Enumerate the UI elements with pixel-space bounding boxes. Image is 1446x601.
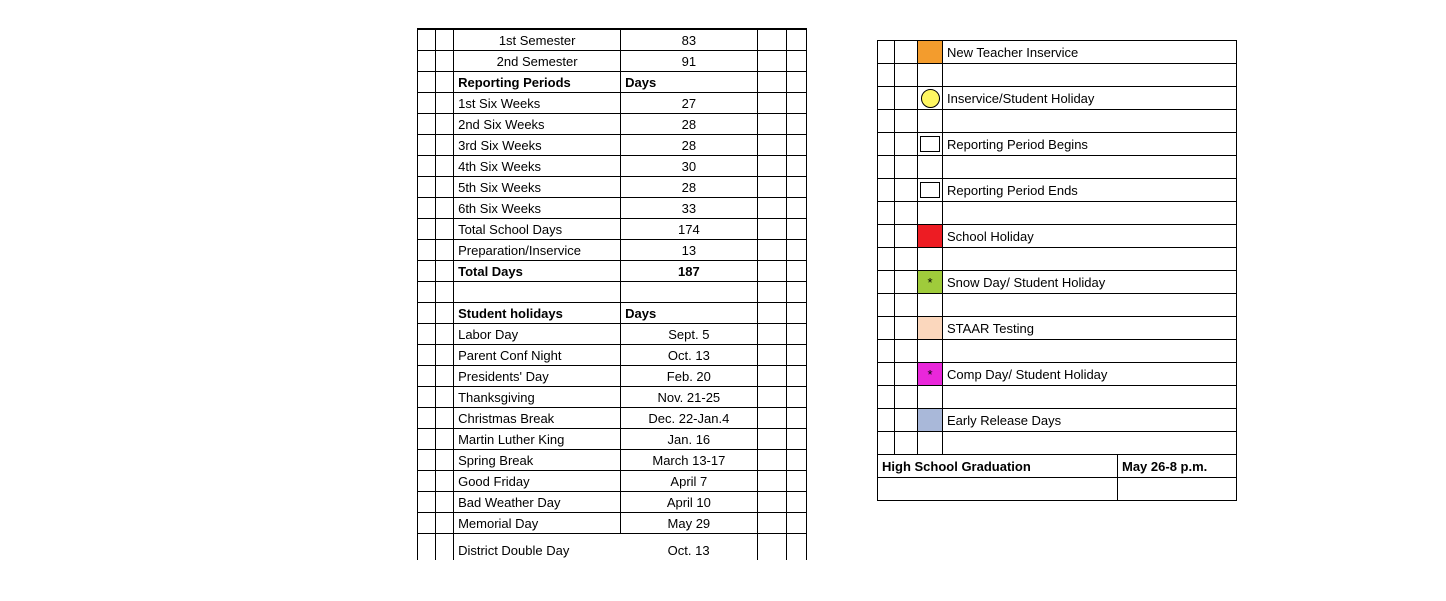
holiday-label: Bad Weather Day (454, 492, 621, 513)
holiday-value: Feb. 20 (621, 366, 757, 387)
schedule-table: 1st Semester 83 2nd Semester 91 Reportin… (417, 28, 807, 560)
holidays-header-days: Days (621, 303, 757, 324)
legend-swatch (918, 225, 943, 248)
rp-row-label: 3rd Six Weeks (454, 135, 621, 156)
rp-row-value: 13 (621, 240, 757, 261)
rp-row-label: Preparation/Inservice (454, 240, 621, 261)
legend-row: *Comp Day/ Student Holiday (878, 363, 1237, 386)
holiday-label: Thanksgiving (454, 387, 621, 408)
rp-row-label: 2nd Six Weeks (454, 114, 621, 135)
reporting-header-label: Reporting Periods (454, 72, 621, 93)
legend-row: School Holiday (878, 225, 1237, 248)
holiday-value: Nov. 21-25 (621, 387, 757, 408)
semester-2-value: 91 (621, 51, 757, 72)
holiday-label: Spring Break (454, 450, 621, 471)
holiday-label: Presidents' Day (454, 366, 621, 387)
legend-row: New Teacher Inservice (878, 41, 1237, 64)
rp-row-value: 27 (621, 93, 757, 114)
rp-row-value: 28 (621, 114, 757, 135)
legend-grid: New Teacher Inservice Inservice/Student H… (877, 40, 1237, 501)
legend-swatch: * (918, 271, 943, 294)
legend-swatch: * (918, 363, 943, 386)
holiday-label: Labor Day (454, 324, 621, 345)
holiday-value: April 10 (621, 492, 757, 513)
holiday-label: District Double Day (454, 534, 621, 561)
rp-row-value: 28 (621, 177, 757, 198)
holiday-label: Martin Luther King (454, 429, 621, 450)
holiday-value: Sept. 5 (621, 324, 757, 345)
legend-label: Reporting Period Ends (943, 179, 1237, 202)
legend-row: Reporting Period Begins (878, 133, 1237, 156)
rp-row-label: Total School Days (454, 219, 621, 240)
circle-icon (921, 89, 940, 108)
semester-2-label: 2nd Semester (454, 51, 621, 72)
holiday-label: Christmas Break (454, 408, 621, 429)
legend-label: School Holiday (943, 225, 1237, 248)
legend-row: Inservice/Student Holiday (878, 87, 1237, 110)
total-days-label: Total Days (454, 261, 621, 282)
rp-row-label: 6th Six Weeks (454, 198, 621, 219)
holiday-label: Memorial Day (454, 513, 621, 534)
holiday-label: Good Friday (454, 471, 621, 492)
schedule-grid: 1st Semester 83 2nd Semester 91 Reportin… (417, 28, 807, 560)
graduation-label: High School Graduation (878, 455, 1118, 478)
legend-table: New Teacher Inservice Inservice/Student H… (877, 40, 1237, 501)
holiday-value: Jan. 16 (621, 429, 757, 450)
legend-row: Early Release Days (878, 409, 1237, 432)
legend-row: *Snow Day/ Student Holiday (878, 271, 1237, 294)
legend-label: New Teacher Inservice (943, 41, 1237, 64)
legend-swatch (918, 409, 943, 432)
legend-swatch (918, 41, 943, 64)
legend-swatch (918, 179, 943, 202)
legend-label: Snow Day/ Student Holiday (943, 271, 1237, 294)
semester-1-label: 1st Semester (454, 29, 621, 51)
legend-label: STAAR Testing (943, 317, 1237, 340)
holidays-header-label: Student holidays (454, 303, 621, 324)
legend-swatch (918, 133, 943, 156)
rp-row-label: 1st Six Weeks (454, 93, 621, 114)
legend-label: Inservice/Student Holiday (943, 87, 1237, 110)
rp-row-label: 4th Six Weeks (454, 156, 621, 177)
holiday-value: May 29 (621, 513, 757, 534)
box-icon (920, 182, 940, 198)
holiday-value: March 13-17 (621, 450, 757, 471)
rp-row-value: 33 (621, 198, 757, 219)
holiday-value: Oct. 13 (621, 345, 757, 366)
legend-swatch (918, 87, 943, 110)
holiday-value: Oct. 13 (621, 534, 757, 561)
rp-row-value: 30 (621, 156, 757, 177)
holiday-value: Dec. 22-Jan.4 (621, 408, 757, 429)
holiday-label: Parent Conf Night (454, 345, 621, 366)
legend-label: Early Release Days (943, 409, 1237, 432)
reporting-header-days: Days (621, 72, 757, 93)
rp-row-label: 5th Six Weeks (454, 177, 621, 198)
box-icon (920, 136, 940, 152)
total-days-value: 187 (621, 261, 757, 282)
semester-1-value: 83 (621, 29, 757, 51)
legend-label: Comp Day/ Student Holiday (943, 363, 1237, 386)
graduation-row: High School GraduationMay 26-8 p.m. (878, 455, 1237, 478)
legend-row: Reporting Period Ends (878, 179, 1237, 202)
legend-swatch (918, 317, 943, 340)
legend-row: STAAR Testing (878, 317, 1237, 340)
graduation-value: May 26-8 p.m. (1118, 455, 1237, 478)
rp-row-value: 174 (621, 219, 757, 240)
legend-label: Reporting Period Begins (943, 133, 1237, 156)
rp-row-value: 28 (621, 135, 757, 156)
holiday-value: April 7 (621, 471, 757, 492)
